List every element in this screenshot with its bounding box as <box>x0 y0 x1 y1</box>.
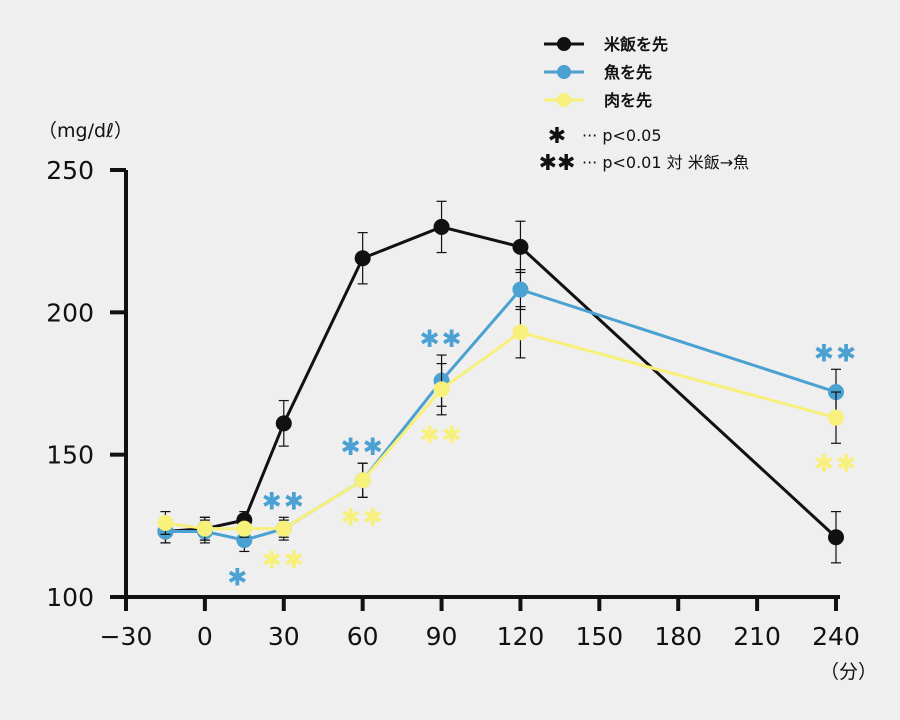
significance-mark: ✱✱ <box>341 503 385 531</box>
x-tick-label: 60 <box>347 622 379 651</box>
significance-mark: ✱✱ <box>419 421 463 449</box>
significance-notes: ✱ ··· p<0.05 ✱✱ ··· p<0.01 対 米飯→魚 <box>539 124 750 176</box>
data-point <box>157 514 174 531</box>
significance-marks: ✱✱✱✱✱✱✱✱✱✱✱✱✱✱✱✱✱ <box>227 325 858 591</box>
data-point <box>512 324 529 341</box>
x-tick-label: 30 <box>268 622 300 651</box>
note-text: ··· p<0.01 対 米飯→魚 <box>582 153 749 172</box>
note-text: ··· p<0.05 <box>582 126 662 145</box>
significance-note: ✱✱ ··· p<0.01 対 米飯→魚 <box>539 151 750 176</box>
legend-marker <box>557 37 571 51</box>
x-tick-label: 120 <box>497 622 545 651</box>
data-point <box>828 529 844 546</box>
significance-mark: ✱✱ <box>419 325 463 353</box>
data-point <box>828 409 844 426</box>
data-point <box>433 381 450 398</box>
data-point <box>236 532 253 549</box>
y-tick-label: 100 <box>46 583 94 612</box>
y-axis-ticks: 100 150 200 250 <box>46 156 126 612</box>
legend-item: 米飯を先 <box>544 35 668 54</box>
significance-mark: ✱✱ <box>814 449 858 477</box>
y-tick-label: 250 <box>46 156 94 185</box>
x-tick-label: 150 <box>575 622 623 651</box>
y-tick-label: 200 <box>46 298 94 327</box>
legend-item: 魚を先 <box>544 63 652 82</box>
data-point <box>512 281 529 298</box>
significance-mark: ✱✱ <box>262 546 306 574</box>
x-tick-label: 0 <box>197 622 213 651</box>
significance-note: ✱ ··· p<0.05 <box>548 124 662 149</box>
x-tick-label: 180 <box>654 622 702 651</box>
note-mark: ✱ <box>548 124 566 149</box>
y-tick-label: 150 <box>46 441 94 470</box>
x-tick-label: 90 <box>426 622 458 651</box>
x-tick-label: −30 <box>100 622 153 651</box>
data-point <box>236 520 253 537</box>
x-axis-unit-label: （分） <box>820 661 877 683</box>
data-point <box>196 520 213 537</box>
data-point <box>354 472 371 489</box>
y-axis-unit-label: （mg/dℓ） <box>38 120 133 142</box>
x-tick-label: 240 <box>812 622 860 651</box>
legend-label: 魚を先 <box>604 63 652 82</box>
legend-label: 米飯を先 <box>604 35 668 54</box>
significance-mark: ✱✱ <box>814 339 858 367</box>
data-point <box>275 415 292 432</box>
note-mark: ✱✱ <box>539 151 576 176</box>
data-point <box>354 250 371 267</box>
data-point <box>512 238 529 255</box>
x-tick-label: 210 <box>733 622 781 651</box>
significance-mark: ✱✱ <box>262 487 306 515</box>
legend-item: 肉を先 <box>544 91 652 110</box>
legend-marker <box>557 65 571 79</box>
legend-label: 肉を先 <box>604 91 652 110</box>
series-3 <box>157 306 844 541</box>
significance-mark: ✱ <box>227 563 249 591</box>
x-axis-ticks: −30 0 30 60 90 120 150 180 210 240 <box>100 597 860 651</box>
significance-mark: ✱✱ <box>341 433 385 461</box>
series-layer <box>157 200 844 564</box>
data-point <box>433 218 450 235</box>
legend-marker <box>557 93 571 107</box>
data-point <box>275 520 292 537</box>
